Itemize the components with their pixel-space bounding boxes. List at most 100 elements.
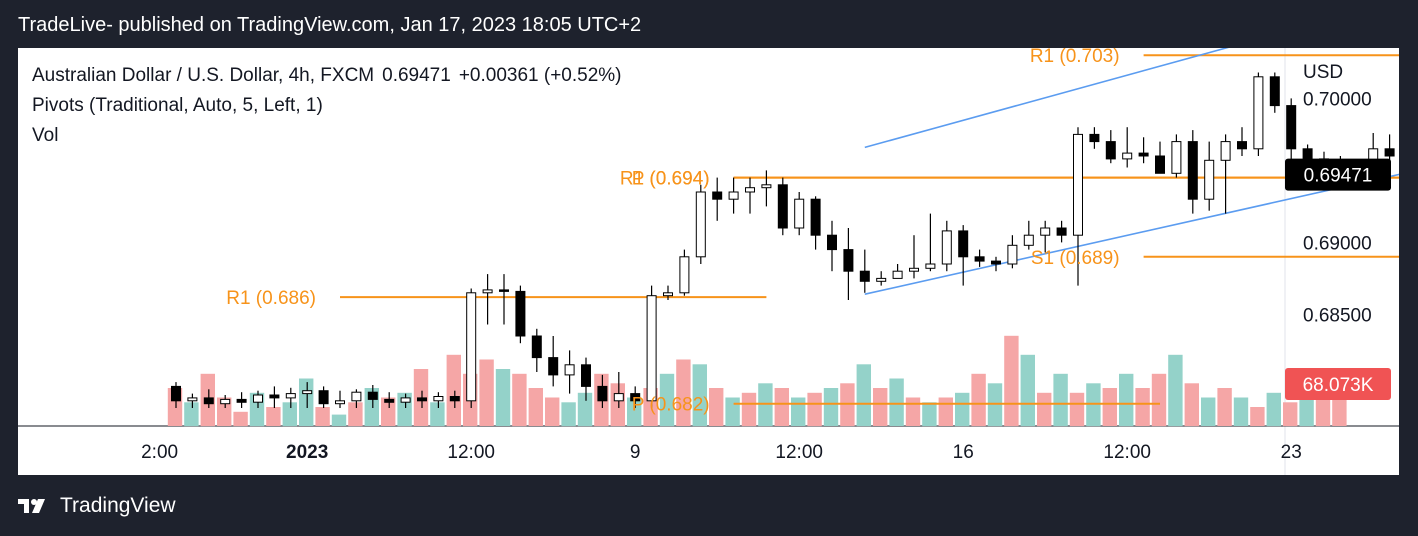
volume-bar (676, 359, 691, 426)
legend-symbol-row: Australian Dollar / U.S. Dollar, 4h, FXC… (32, 65, 622, 87)
volume-bar (577, 392, 593, 427)
candle-body (466, 292, 477, 402)
candle-body (1155, 155, 1165, 174)
candle-body (1220, 141, 1231, 161)
candle-body (1073, 133, 1083, 236)
candle-body (728, 191, 739, 200)
candle-body (679, 256, 690, 294)
volume-bar (1217, 388, 1232, 426)
legend-vol[interactable]: Vol (32, 125, 59, 146)
volume-bar (479, 359, 494, 426)
volume-bar (774, 388, 789, 426)
candle-body (400, 397, 411, 403)
channel-line (864, 48, 1230, 149)
y-tick-label: 0.70000 (1303, 89, 1372, 110)
legend-pivots[interactable]: Pivots (Traditional, Auto, 5, Left, 1) (32, 95, 323, 116)
volume-bar (938, 397, 953, 426)
candle-body (531, 335, 542, 359)
x-tick-label: 2023 (286, 442, 328, 463)
pivot-label: R1 (0.694) (620, 169, 710, 190)
candle-body (958, 230, 969, 258)
candle-body (1056, 227, 1067, 236)
candle-body (253, 394, 263, 403)
volume-bar (659, 373, 675, 427)
candle-body (269, 394, 280, 399)
candle-body (171, 385, 181, 402)
candle-body (367, 391, 378, 400)
candle-body (646, 295, 657, 402)
volume-bar (1250, 407, 1265, 426)
candle-body (745, 187, 755, 193)
pivot-labels: R1 (0.703) R1 (0.694)P (0.694) S1 (0.689) R… (226, 48, 1119, 416)
volume-bar (184, 402, 199, 427)
volume-bar (1201, 397, 1216, 426)
volume-bar (1053, 373, 1068, 427)
candle-body (794, 198, 805, 229)
pivot-label: R1 (0.703) (1030, 48, 1120, 67)
volume-bar (1233, 397, 1249, 426)
candle-body (318, 390, 329, 405)
candle-body (499, 289, 509, 292)
pivot-label: R1 (0.686) (226, 288, 316, 309)
candle-body (1171, 141, 1182, 174)
candle-body (663, 292, 673, 297)
volume-bar (823, 388, 839, 426)
candle-body (941, 230, 952, 265)
candle-body (1105, 141, 1116, 160)
volume-bar (495, 369, 511, 426)
pivot-label: P (0.694) (632, 169, 710, 190)
candle-body (827, 234, 837, 251)
footer-brand[interactable]: TradingView (60, 494, 176, 517)
volume-bar (873, 388, 888, 426)
candle-body (335, 400, 345, 405)
candle-body (236, 398, 247, 403)
candle-body (548, 357, 559, 376)
volume-bar (1102, 388, 1117, 426)
candle-body (351, 391, 362, 402)
legend-symbol[interactable]: Australian Dollar / U.S. Dollar, 4h, FXC… (32, 65, 375, 86)
candle-body (1040, 227, 1051, 236)
candle-body (1023, 234, 1034, 246)
last-price-badge (1285, 158, 1391, 191)
y-tick-label: 0.68500 (1303, 305, 1372, 326)
x-tick-label: 9 (630, 442, 641, 463)
y-tick-label: 0.69000 (1303, 233, 1372, 254)
legend-price: 0.69471 (382, 65, 451, 86)
volume-bar (528, 388, 543, 426)
x-tick-label: 12:00 (447, 442, 495, 463)
volume-bar (889, 378, 904, 426)
volume-bar (856, 364, 871, 427)
chart-area[interactable]: R1 (0.703) R1 (0.694) P (0.694) S1 (0.689) R… (18, 48, 1399, 475)
last-volume-label: 68.073K (1303, 375, 1374, 396)
candle-body (876, 277, 887, 282)
candle-body (777, 184, 788, 229)
volume-bar (545, 397, 560, 426)
volume-bar (905, 397, 921, 426)
volume-bar (1069, 392, 1085, 427)
price-chart[interactable]: R1 (0.703) R1 (0.694)P (0.694) S1 (0.689) R… (18, 48, 1399, 475)
x-tick-label: 2:00 (141, 442, 178, 463)
volume-bar (266, 407, 281, 426)
volume-bar (627, 397, 642, 426)
candle-body (515, 290, 526, 337)
candle-body (810, 198, 821, 236)
volume-bar (1283, 402, 1298, 427)
volume-bar (512, 373, 527, 427)
candle-body (1384, 148, 1395, 157)
channel-line (864, 173, 1399, 295)
volume-bar (430, 402, 445, 427)
x-tick-label: 12:00 (1103, 442, 1151, 463)
volume-bar (610, 383, 625, 427)
volume-bar (955, 392, 970, 427)
candle-body (433, 396, 444, 402)
volume-bars (167, 335, 1347, 427)
volume-bar (741, 392, 757, 427)
candle-body (1204, 159, 1215, 200)
axes: USD 0.70000 0.69000 0.68500 0.69471 68.073K 2:… (141, 62, 1391, 463)
candle-body (417, 397, 427, 402)
candle-body (695, 191, 706, 258)
candle-body (974, 256, 985, 262)
candle-body (630, 393, 641, 402)
pivot-label: P (0.682) (632, 395, 710, 416)
volume-bar (1151, 373, 1167, 427)
